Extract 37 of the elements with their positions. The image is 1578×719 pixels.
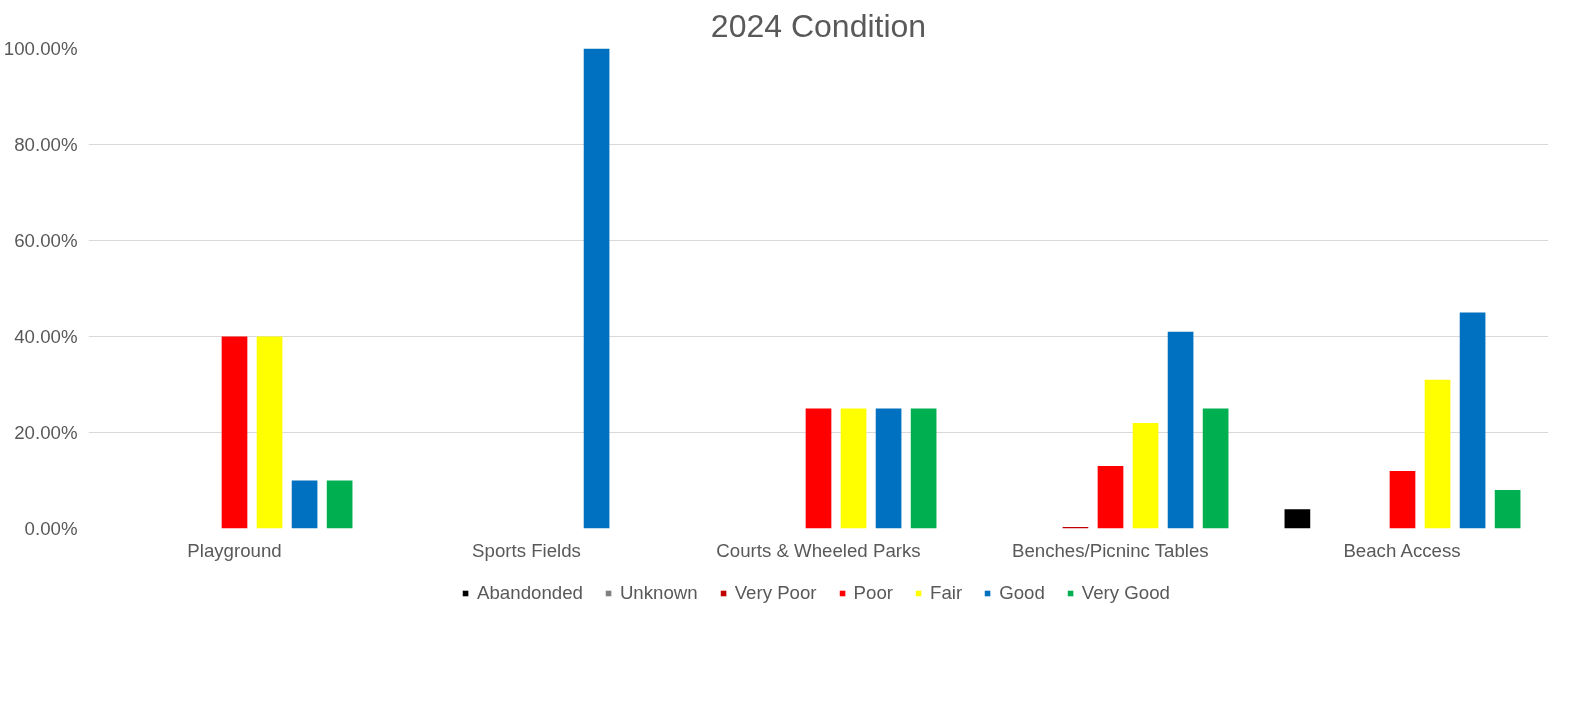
bar bbox=[1389, 470, 1416, 529]
legend-label: Good bbox=[999, 582, 1045, 604]
bar bbox=[291, 480, 318, 529]
x-tick-label: Sports Fields bbox=[472, 539, 581, 561]
y-tick-label: 40.00% bbox=[14, 326, 78, 347]
legend-label: Fair bbox=[930, 582, 963, 604]
bar bbox=[1494, 490, 1521, 529]
x-tick-label: Playground bbox=[187, 539, 282, 561]
x-tick-label: Beach Access bbox=[1343, 539, 1461, 561]
y-tick-label: 80.00% bbox=[14, 134, 78, 155]
bar bbox=[256, 336, 283, 529]
bar bbox=[583, 48, 610, 529]
legend-label: Poor bbox=[853, 582, 894, 604]
legend-label: Very Poor bbox=[734, 582, 817, 604]
legend-label: Unknown bbox=[619, 582, 698, 604]
y-tick-label: 20.00% bbox=[14, 422, 78, 443]
bar bbox=[326, 480, 353, 529]
x-tick-label: Courts & Wheeled Parks bbox=[716, 539, 921, 561]
x-tick-label: Benches/Picninc Tables bbox=[1011, 539, 1209, 561]
bar bbox=[1459, 312, 1486, 529]
legend-label: Very Good bbox=[1081, 582, 1170, 604]
bar bbox=[221, 336, 248, 529]
bar bbox=[805, 408, 832, 529]
chart-title: 2024 Condition bbox=[710, 7, 927, 44]
bar bbox=[1284, 509, 1311, 529]
bar bbox=[1202, 408, 1229, 529]
bar bbox=[875, 408, 902, 529]
bar bbox=[910, 408, 937, 529]
bar bbox=[1097, 466, 1124, 529]
bar bbox=[1167, 331, 1194, 529]
legend-label: Abandonded bbox=[477, 582, 583, 604]
y-tick-label: 0.00% bbox=[24, 518, 78, 539]
y-tick-label: 100.00% bbox=[3, 38, 78, 59]
bar bbox=[840, 408, 867, 529]
y-tick-label: 60.00% bbox=[14, 230, 78, 251]
bar bbox=[1132, 422, 1159, 529]
bar bbox=[1424, 379, 1451, 529]
